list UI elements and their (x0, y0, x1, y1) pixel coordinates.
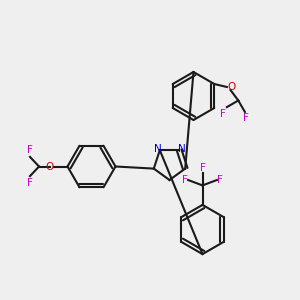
Text: F: F (200, 163, 206, 173)
Text: F: F (220, 109, 225, 118)
Text: F: F (217, 175, 223, 185)
Text: F: F (27, 146, 33, 155)
Text: O: O (227, 82, 236, 92)
Text: N: N (178, 144, 185, 154)
Text: F: F (27, 178, 33, 188)
Text: O: O (46, 161, 54, 172)
Text: F: F (182, 175, 188, 185)
Text: N: N (154, 144, 162, 154)
Text: F: F (243, 113, 249, 123)
